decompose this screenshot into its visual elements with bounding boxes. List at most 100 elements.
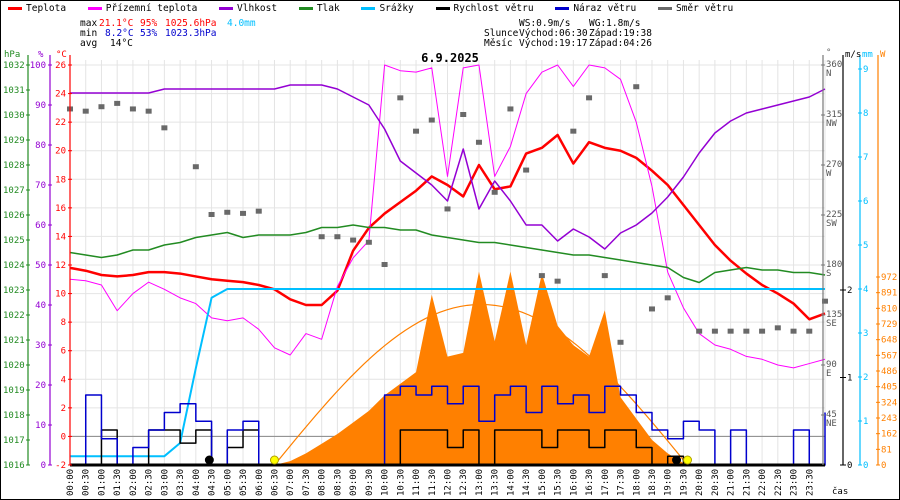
temperature-tick-label: 10 (55, 290, 66, 300)
wind-direction-point (381, 262, 388, 267)
pressure-tick-label: 1018 (3, 411, 25, 421)
direction-tick-label: 135 (826, 310, 842, 320)
stat-ws: WS:0.9m/s (519, 18, 571, 29)
time-tick-label: 04:00 (192, 469, 202, 496)
legend-label: Směr větru (675, 3, 734, 14)
direction-compass-label: SE (826, 319, 837, 329)
temperature-tick-label: 8 (61, 318, 66, 328)
pressure-tick-label: 1026 (3, 211, 25, 221)
wind-direction-point (192, 164, 199, 170)
humidity-tick-label: 90 (35, 101, 46, 111)
time-tick-label: 00:30 (82, 469, 92, 496)
legend-label: Náraz větru (573, 3, 637, 14)
humidity-unit-label: % (38, 50, 44, 60)
legend-item: Rychlost větru (435, 3, 534, 14)
pressure-tick-label: 1023 (3, 286, 25, 296)
legend-item: Tlak (298, 3, 340, 14)
series-line-temperature (69, 133, 826, 321)
wind-direction-point (318, 234, 325, 240)
temperature-tick-label: 6 (61, 347, 66, 357)
time-tick-label: 03:30 (176, 469, 186, 496)
wind-direction-point (145, 108, 152, 114)
temperature-tick-label: 16 (55, 204, 66, 214)
stat-label: max (80, 18, 98, 29)
direction-tick-label: 180 (826, 260, 842, 270)
legend-swatch (361, 7, 376, 10)
chart-title: 6.9.2025 (421, 51, 479, 65)
rain-tick-label: 1 (863, 417, 868, 427)
stat-max-press: 1025.6hPa (165, 18, 217, 29)
wind-direction-point (208, 212, 215, 217)
wind-direction-point (475, 139, 482, 145)
legend-swatch (8, 7, 22, 10)
direction-compass-label: E (826, 369, 831, 379)
time-tick-label: 06:00 (255, 469, 265, 496)
time-tick-label: 04:30 (208, 469, 218, 496)
sunset-time: Západ:19:38 (589, 28, 652, 39)
radiation-tick-label: 567 (881, 351, 897, 361)
legend-item: Přízemní teplota (87, 3, 197, 14)
time-tick-label: 16:30 (585, 469, 595, 496)
humidity-tick-label: 40 (35, 301, 46, 311)
direction-compass-label: NW (826, 119, 837, 129)
wind-direction-point (790, 328, 797, 334)
time-tick-label: 10:00 (381, 469, 391, 496)
wind-direction-point (711, 328, 718, 334)
pressure-tick-label: 1017 (3, 436, 25, 446)
time-tick-label: 19:30 (679, 469, 689, 496)
series-line-rain (70, 288, 825, 458)
wind-direction-point (98, 104, 105, 110)
series-line-pressure (69, 224, 826, 284)
stat-min-temp: 8.2°C (105, 28, 134, 39)
radiation-tick-label: 0 (881, 461, 886, 471)
time-tick-label: 07:30 (302, 469, 312, 496)
time-tick-label: 06:30 (270, 469, 280, 496)
series-line-humidity (70, 84, 826, 250)
wind-direction-point (428, 117, 435, 123)
radiation-tick-label: 405 (881, 383, 897, 393)
wind-direction-point (523, 167, 530, 173)
moonrise-marker (672, 455, 682, 465)
rain-tick-label: 3 (863, 329, 868, 339)
pressure-tick-label: 1028 (3, 161, 25, 171)
wind-direction-point (806, 328, 813, 334)
time-tick-label: 20:30 (711, 469, 721, 496)
time-tick-label: 02:30 (145, 469, 155, 496)
legend-swatch (219, 7, 234, 10)
direction-unit-label: ° (826, 48, 831, 58)
radiation-tick-label: 486 (881, 367, 897, 377)
rain-tick-label: 8 (863, 109, 868, 119)
stat-max-hum: 95% (140, 18, 158, 29)
time-tick-label: 02:00 (129, 469, 139, 496)
sun-label: Slunce (484, 28, 519, 39)
stats-labels: max min avg (80, 19, 97, 49)
time-tick-label: 03:00 (160, 469, 170, 496)
rain-tick-label: 9 (863, 65, 868, 75)
wind-direction-point (696, 328, 703, 334)
wind-direction-point (114, 100, 121, 106)
wind-direction-point (633, 84, 640, 90)
time-tick-label: 01:00 (97, 469, 107, 496)
time-tick-label: 12:30 (459, 469, 469, 496)
rain-tick-label: 2 (863, 373, 868, 383)
pressure-tick-label: 1027 (3, 186, 25, 196)
wind-direction-point (617, 339, 624, 345)
temperature-unit-label: °C (56, 50, 67, 60)
time-tick-label: 13:00 (475, 469, 485, 496)
wind-direction-point (365, 239, 372, 245)
radiation-tick-label: 972 (881, 273, 897, 283)
wind-unit-label: m/s (845, 50, 861, 60)
time-tick-label: 14:00 (506, 469, 516, 496)
wind-direction-point (774, 325, 781, 331)
pressure-tick-label: 1031 (3, 86, 25, 96)
wind-direction-point (727, 328, 734, 334)
wind-direction-point (491, 189, 498, 195)
time-tick-label: 10:30 (396, 469, 406, 496)
wind-direction-point (759, 328, 766, 334)
time-tick-label: 20:00 (695, 469, 705, 496)
direction-tick-label: 90 (826, 360, 837, 370)
time-tick-label: 16:00 (569, 469, 579, 496)
sunrise-marker (269, 455, 279, 465)
wind-direction-point (444, 206, 451, 212)
direction-compass-label: S (826, 269, 831, 279)
